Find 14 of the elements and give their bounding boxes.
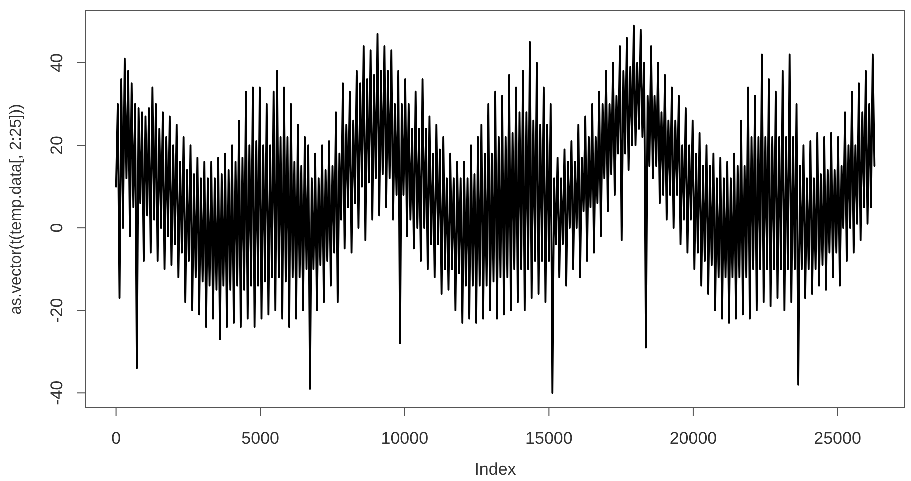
x-tick-label: 5000 xyxy=(242,429,280,448)
x-tick-label: 20000 xyxy=(670,429,718,448)
x-tick-label: 10000 xyxy=(381,429,429,448)
y-tick-label: 0 xyxy=(48,223,66,233)
x-tick-label: 25000 xyxy=(814,429,862,448)
x-tick-label: 15000 xyxy=(526,429,573,448)
y-tick-label: -40 xyxy=(48,380,66,406)
y-tick-label: 40 xyxy=(48,54,66,72)
x-axis-title: Index xyxy=(474,460,517,479)
y-axis-title: as.vector(t(temp.data[, 2:25])) xyxy=(8,104,25,315)
line-series xyxy=(115,24,876,394)
y-tick-label: -20 xyxy=(48,298,66,323)
y-tick-label: 20 xyxy=(48,136,66,155)
x-tick-label: 0 xyxy=(112,429,122,448)
